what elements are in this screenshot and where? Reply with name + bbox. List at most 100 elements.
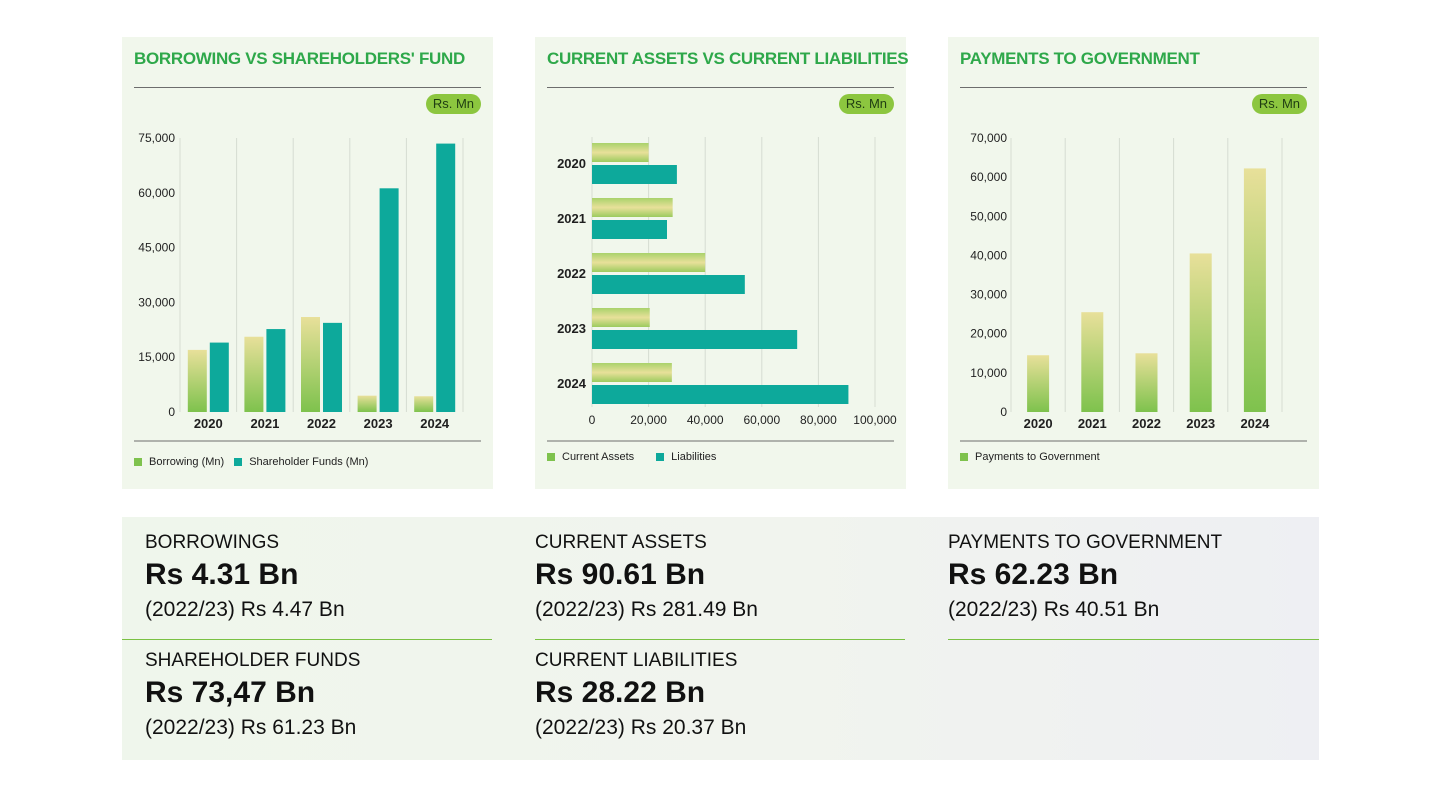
- y-tick-label: 2024: [557, 376, 587, 391]
- x-tick-label: 40,000: [687, 413, 724, 427]
- bar: [436, 143, 456, 412]
- kpi-value: Rs 73,47 Bn: [145, 676, 316, 709]
- bar: [592, 143, 649, 162]
- unit-badge: Rs. Mn: [425, 94, 481, 114]
- bar: [209, 342, 229, 412]
- bar: [1243, 168, 1266, 412]
- kpi-current-assets: CURRENT ASSETS Rs 90.61 Bn (2022/23) Rs …: [535, 532, 758, 622]
- kpi-value: Rs 28.22 Bn: [535, 676, 706, 709]
- y-tick-label: 40,000: [970, 248, 1007, 262]
- kpi-current-liabilities: CURRENT LIABILITIES Rs 28.22 Bn (2022/23…: [535, 650, 746, 740]
- bar: [592, 330, 798, 349]
- bar: [301, 317, 320, 412]
- bar: [357, 395, 377, 412]
- y-tick-label: 10,000: [970, 366, 1007, 380]
- kpi-label: SHAREHOLDER FUNDS: [145, 650, 361, 671]
- y-tick-label: 15,000: [138, 350, 175, 364]
- bar: [266, 329, 286, 412]
- x-tick-label: 2023: [1186, 416, 1215, 431]
- legend-item-shareholder: Shareholder Funds (Mn): [234, 456, 368, 468]
- legend-swatch: [234, 458, 243, 466]
- y-tick-label: 0: [1000, 405, 1007, 419]
- bar: [592, 220, 667, 239]
- kpi-divider: [122, 639, 492, 640]
- kpi-value: Rs 90.61 Bn: [535, 558, 706, 591]
- chart-legend: Payments to Government: [960, 451, 1100, 463]
- kpi-divider: [535, 639, 905, 640]
- legend-label: Payments to Government: [975, 451, 1100, 463]
- bar: [1189, 253, 1212, 412]
- legend-item-borrowing: Borrowing (Mn): [134, 456, 224, 468]
- legend-swatch: [960, 453, 968, 461]
- bar: [592, 165, 677, 184]
- current-assets-vs-liabilities-panel: CURRENT ASSETS VS CURRENT LIABILITIES Rs…: [535, 37, 909, 489]
- kpi-summary: BORROWINGS Rs 4.31 Bn (2022/23) Rs 4.47 …: [122, 517, 1319, 760]
- bar: [592, 363, 672, 382]
- current-assets-chart: 0 20,000 40,000 60,000 80,000 100,000 2020 2021…: [547, 137, 897, 442]
- bar: [592, 198, 673, 217]
- bar: [592, 308, 650, 327]
- legend-item-liabilities: Liabilities: [656, 451, 716, 463]
- y-tick-label: 60,000: [138, 186, 175, 200]
- kpi-previous: (2022/23) Rs 4.47 Bn: [145, 598, 345, 621]
- legend-label: Liabilities: [671, 451, 717, 463]
- payments-to-government-panel: PAYMENTS TO GOVERNMENT Rs. Mn 0 10,000 20,…: [948, 37, 1319, 489]
- legend-label: Shareholder Funds (Mn): [249, 456, 369, 468]
- x-tick-label: 2022: [307, 416, 336, 431]
- chart-legend: Borrowing (Mn) Shareholder Funds (Mn): [134, 456, 368, 468]
- bar: [323, 322, 342, 412]
- borrowing-vs-shareholders-panel: BORROWING VS SHAREHOLDERS' FUND Rs. Mn 0…: [122, 37, 493, 489]
- x-tick-label: 100,000: [853, 413, 897, 427]
- x-tick-label: 2021: [250, 416, 279, 431]
- kpi-previous: (2022/23) Rs 40.51 Bn: [948, 598, 1160, 621]
- x-tick-label: 2020: [194, 416, 223, 431]
- y-tick-label: 75,000: [138, 131, 175, 145]
- kpi-value: Rs 4.31 Bn: [145, 558, 299, 591]
- legend-label: Current Assets: [562, 451, 635, 463]
- kpi-label: BORROWINGS: [145, 532, 280, 553]
- x-tick-label: 20,000: [630, 413, 667, 427]
- bar: [414, 396, 434, 412]
- bar: [1027, 355, 1050, 412]
- unit-badge: Rs. Mn: [1251, 94, 1307, 114]
- unit-badge: Rs. Mn: [838, 94, 894, 114]
- x-tick-label: 2024: [1240, 416, 1270, 431]
- legend-swatch: [656, 453, 665, 461]
- y-tick-label: 70,000: [970, 131, 1007, 145]
- kpi-previous: (2022/23) Rs 61.23 Bn: [145, 716, 357, 739]
- bar: [592, 253, 706, 272]
- y-tick-label: 30,000: [970, 288, 1007, 302]
- kpi-label: CURRENT LIABILITIES: [535, 650, 738, 671]
- legend-label: Borrowing (Mn): [149, 456, 225, 468]
- legend-item-payments: Payments to Government: [960, 451, 1100, 463]
- bar: [1081, 312, 1104, 412]
- payments-chart: 0 10,000 20,000 30,000 40,000 50,000 60,000 70,…: [960, 131, 1307, 442]
- title-divider: [134, 87, 481, 88]
- legend-swatch: [547, 453, 555, 461]
- kpi-label: PAYMENTS TO GOVERNMENT: [948, 532, 1223, 553]
- legend-swatch: [134, 458, 142, 466]
- x-tick-label: 2021: [1078, 416, 1107, 431]
- y-tick-label: 2023: [557, 321, 586, 336]
- kpi-previous: (2022/23) Rs 281.49 Bn: [535, 598, 758, 621]
- y-tick-label: 2021: [557, 211, 586, 226]
- legend-item-current-assets: Current Assets: [547, 451, 634, 463]
- title-divider: [547, 87, 894, 88]
- x-tick-label: 2022: [1132, 416, 1161, 431]
- y-tick-label: 2020: [557, 156, 586, 171]
- bar: [1135, 353, 1158, 412]
- bar: [187, 349, 207, 412]
- x-tick-label: 2020: [1024, 416, 1053, 431]
- x-tick-label: 60,000: [743, 413, 780, 427]
- x-tick-label: 0: [589, 413, 596, 427]
- chart-title: PAYMENTS TO GOVERNMENT: [960, 49, 1200, 68]
- y-tick-label: 60,000: [970, 170, 1007, 184]
- x-tick-label: 80,000: [800, 413, 837, 427]
- y-tick-label: 20,000: [970, 327, 1007, 341]
- bar: [592, 275, 745, 294]
- chart-title: BORROWING VS SHAREHOLDERS' FUND: [134, 49, 465, 68]
- x-tick-label: 2024: [420, 416, 450, 431]
- y-tick-label: 0: [168, 405, 175, 419]
- y-tick-label: 2022: [557, 266, 586, 281]
- kpi-previous: (2022/23) Rs 20.37 Bn: [535, 716, 747, 739]
